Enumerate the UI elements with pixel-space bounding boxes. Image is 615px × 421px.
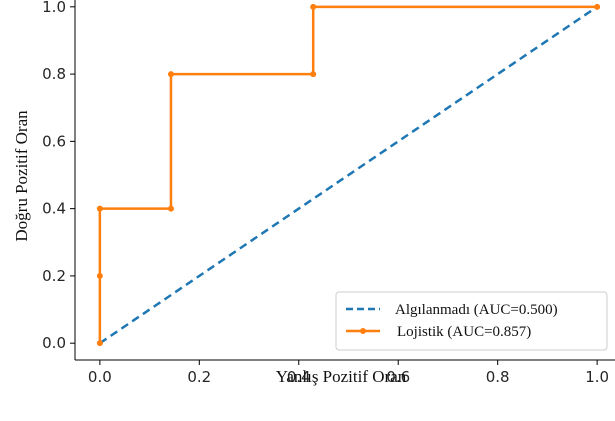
series-point-lojistik — [167, 71, 174, 78]
y-tick-label: 0.2 — [42, 267, 66, 285]
y-tick-label: 0.8 — [42, 65, 66, 83]
y-tick-label: 0.6 — [42, 132, 66, 150]
series-point-lojistik — [167, 205, 174, 212]
legend-marker-lojistik — [360, 328, 366, 334]
series-point-lojistik — [310, 3, 317, 10]
legend-label-lojistik: Lojistik (AUC=0.857) — [397, 324, 531, 340]
legend-label-algilanmadi: Algılanmadı (AUC=0.500) — [395, 302, 558, 318]
y-tick-label: 0.4 — [42, 200, 66, 218]
y-tick-label: 1.0 — [42, 0, 66, 16]
plot-frame — [74, 0, 615, 361]
series-line-lojistik — [98, 5, 598, 344]
x-tick-label: 1.0 — [585, 368, 609, 386]
y-axis-label: Doğru Pozitif Oran — [12, 110, 31, 242]
series-point-lojistik — [96, 340, 103, 347]
series-point-lojistik — [96, 205, 103, 212]
series-layer — [96, 3, 601, 347]
x-tick-label: 0.0 — [88, 368, 112, 386]
series-point-lojistik — [96, 272, 103, 279]
x-tick-label: 0.2 — [187, 368, 211, 386]
series-point-lojistik — [310, 71, 317, 78]
y-tick-label: 0.0 — [42, 334, 66, 352]
y-axis-ticks: 0.0 0.2 0.4 0.6 0.8 1.0 — [42, 0, 75, 352]
x-tick-label: 0.6 — [386, 368, 410, 386]
x-axis-label: Yanlış Pozitif Oran — [276, 367, 407, 386]
x-tick-label: 0.8 — [486, 368, 510, 386]
x-tick-label: 0.4 — [287, 368, 311, 386]
legend: Algılanmadı (AUC=0.500) Lojistik (AUC=0.… — [335, 291, 608, 351]
series-point-lojistik — [594, 3, 601, 10]
legend-box — [335, 291, 608, 351]
series-line-algilanmadi — [99, 5, 598, 345]
x-axis-ticks: 0.0 0.2 0.4 0.6 0.8 1.0 — [88, 360, 609, 386]
